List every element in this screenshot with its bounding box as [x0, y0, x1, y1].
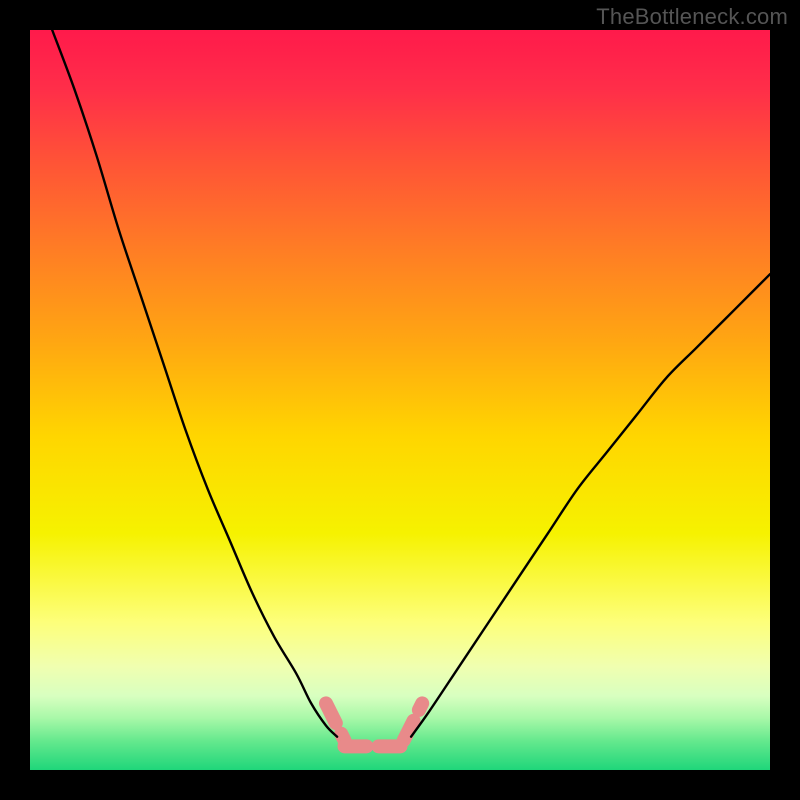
chart-plot-area [30, 30, 770, 770]
watermark-text: TheBottleneck.com [596, 4, 788, 30]
chart-outer-frame: TheBottleneck.com [0, 0, 800, 800]
bottleneck-curve-left [52, 30, 337, 737]
bottleneck-curve-right [411, 274, 770, 737]
chart-svg-layer [30, 30, 770, 770]
